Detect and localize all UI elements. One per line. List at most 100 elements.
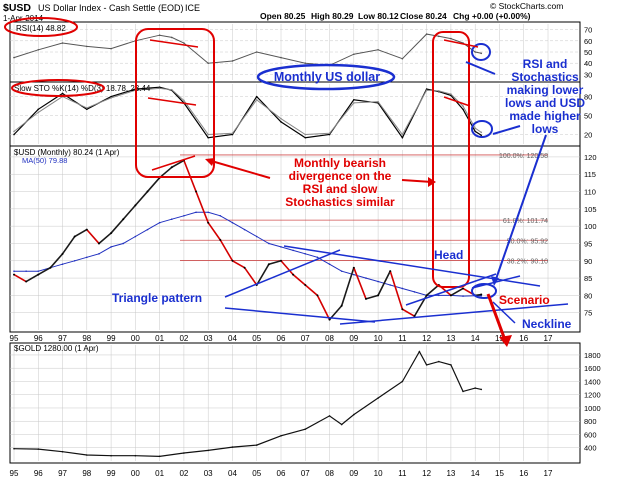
arrow-divergence-left-head: [205, 158, 215, 166]
gold-y-tick: 1200: [584, 391, 601, 400]
ma50-line-point: [316, 256, 319, 259]
fib-label: 50.0%: 95.92: [507, 238, 548, 245]
usd-price-point: [73, 235, 76, 238]
gold-line-point: [183, 452, 185, 454]
divergence-box-right: [432, 31, 470, 288]
divergence-line-2: divergence on the: [289, 169, 392, 183]
usd-price-segment: [232, 260, 245, 269]
usd-price-segment: [183, 160, 197, 192]
header-name: US Dollar Index - Cash Settle (EOD): [38, 3, 184, 13]
sto-y-tick: 50: [584, 112, 592, 121]
ma50-line-point: [98, 253, 100, 255]
gold-y-tick: 400: [584, 444, 597, 453]
gold-line-point: [328, 415, 331, 417]
usd-price-segment: [426, 284, 440, 296]
sto-d-line-point: [13, 130, 15, 133]
sto-d-line-point: [401, 133, 404, 136]
rsi-y-tick: 60: [584, 37, 592, 46]
sto-div-line-left: [147, 97, 197, 106]
usd-x-tick: 95: [10, 334, 19, 343]
sto-d-line-point: [450, 93, 452, 95]
ma50-line-point: [413, 291, 416, 293]
gold-line-point: [377, 397, 379, 399]
arrow-price-head: [491, 276, 499, 286]
usd-price-segment: [49, 253, 64, 269]
usd-price-segment: [377, 270, 391, 296]
usd-price-segment: [110, 218, 124, 234]
ma-legend: MA(50) 79.88: [22, 156, 67, 165]
rsi-line-point: [474, 51, 476, 53]
usd-x-tick: 15: [495, 334, 504, 343]
usd-price-segment: [195, 191, 209, 223]
usd-price-segment: [122, 204, 136, 220]
triangle-pointer-up: [224, 249, 341, 298]
divergence-box-left: [135, 28, 215, 178]
usd-price-point: [316, 294, 319, 297]
ma50-line-point: [401, 287, 404, 290]
gold-x-tick: 04: [228, 469, 237, 478]
usd-price-segment: [159, 166, 173, 179]
sto-d-line-point: [328, 132, 331, 135]
usd-price-point: [13, 273, 15, 276]
usd-x-tick: 98: [82, 334, 91, 343]
usd-price-segment: [316, 295, 331, 320]
monthly-usd-label: Monthly US dollar: [274, 70, 380, 84]
ma50-line-point: [207, 211, 209, 214]
ma50-line-point: [280, 246, 282, 248]
gold-x-tick: 09: [349, 469, 358, 478]
ma50-line-point: [61, 263, 64, 266]
ma50-line-point: [134, 235, 137, 238]
sto-k-line-point: [280, 121, 282, 123]
ma50-line-point: [340, 270, 343, 272]
usd-price-point: [134, 204, 137, 207]
usd-price-segment: [219, 239, 234, 262]
usd-price-segment: [401, 308, 415, 317]
ma50-line-point: [13, 270, 15, 272]
sto-d-line-point: [86, 107, 88, 109]
usd-price-segment: [292, 274, 306, 286]
header-close: Close 80.24: [400, 11, 447, 21]
ma50-line-point: [158, 221, 161, 224]
fib-label: 38.2%: 90.10: [507, 258, 548, 265]
usd-price-segment: [365, 294, 379, 300]
usd-y-tick: 95: [584, 239, 592, 248]
usd-y-tick: 120: [584, 153, 597, 162]
tick-layer: 95 95 96 96 97 97 98 98 99 99 00 00 01 01 02 02 03 03 04 04…: [10, 26, 601, 478]
usd-price-point: [377, 294, 380, 297]
sto-legend: Slow STO %K(14) %D(3) 18.78, 23.44: [14, 84, 151, 93]
rsi-line-point: [207, 62, 209, 64]
gold-line-point: [462, 390, 464, 393]
usd-price-segment: [207, 222, 221, 241]
sto-k-line-point: [110, 95, 112, 98]
ma50-line-point: [437, 294, 440, 297]
triangle-label: Triangle pattern: [112, 291, 202, 305]
usd-price-point: [401, 308, 404, 311]
scenario-arrow: [486, 293, 507, 341]
gold-line-point: [207, 449, 209, 452]
gold-x-tick: 05: [252, 469, 261, 478]
ma50-line-point: [110, 246, 112, 248]
usd-y-tick: 105: [584, 205, 597, 214]
ma50-line-point: [146, 228, 149, 231]
rsi-div-line-right: [443, 39, 479, 48]
rsi-y-tick: 40: [584, 59, 592, 68]
annotation-layer: [4, 17, 569, 347]
ma50-line-point: [86, 256, 88, 259]
sto-d-line-point: [480, 131, 483, 134]
rsi-line-point: [13, 56, 15, 59]
usd-panel: [9, 145, 581, 333]
usd-x-tick: 00: [131, 334, 140, 343]
ma50-line-point: [255, 235, 258, 238]
usd-price-segment: [134, 191, 149, 206]
sto-k-line-point: [61, 92, 64, 95]
ma50-line-point: [353, 273, 355, 276]
rsi-legend: RSI(14) 48.82: [16, 24, 66, 33]
rsi-line-point: [480, 52, 483, 55]
usd-price-point: [85, 228, 88, 231]
usd-x-tick: 12: [422, 334, 431, 343]
usd-x-tick: 01: [155, 334, 164, 343]
gold-line-point: [13, 447, 15, 450]
rsi-line-point: [304, 62, 307, 64]
sto-k-line-point: [304, 136, 307, 139]
usd-price-point: [449, 294, 452, 297]
